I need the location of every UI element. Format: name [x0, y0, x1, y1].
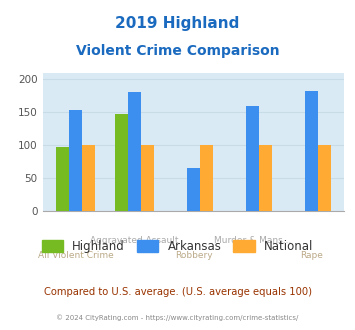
- Bar: [128, 92, 141, 211]
- Bar: [305, 91, 318, 211]
- Bar: [259, 145, 272, 211]
- Bar: [200, 145, 213, 211]
- Text: 2019 Highland: 2019 Highland: [115, 16, 240, 31]
- Text: Aggravated Assault: Aggravated Assault: [91, 236, 179, 245]
- Text: © 2024 CityRating.com - https://www.cityrating.com/crime-statistics/: © 2024 CityRating.com - https://www.city…: [56, 314, 299, 321]
- Bar: [187, 168, 200, 211]
- Text: Violent Crime Comparison: Violent Crime Comparison: [76, 44, 279, 58]
- Bar: [318, 145, 331, 211]
- Text: Murder & Mans...: Murder & Mans...: [214, 236, 291, 245]
- Bar: [69, 110, 82, 211]
- Bar: [246, 106, 259, 211]
- Text: All Violent Crime: All Violent Crime: [38, 251, 114, 260]
- Bar: [82, 145, 95, 211]
- Bar: [115, 114, 128, 211]
- Bar: [141, 145, 154, 211]
- Text: Robbery: Robbery: [175, 251, 212, 260]
- Bar: [56, 147, 69, 211]
- Text: Rape: Rape: [300, 251, 323, 260]
- Text: Compared to U.S. average. (U.S. average equals 100): Compared to U.S. average. (U.S. average …: [44, 287, 311, 297]
- Legend: Highland, Arkansas, National: Highland, Arkansas, National: [37, 236, 318, 258]
